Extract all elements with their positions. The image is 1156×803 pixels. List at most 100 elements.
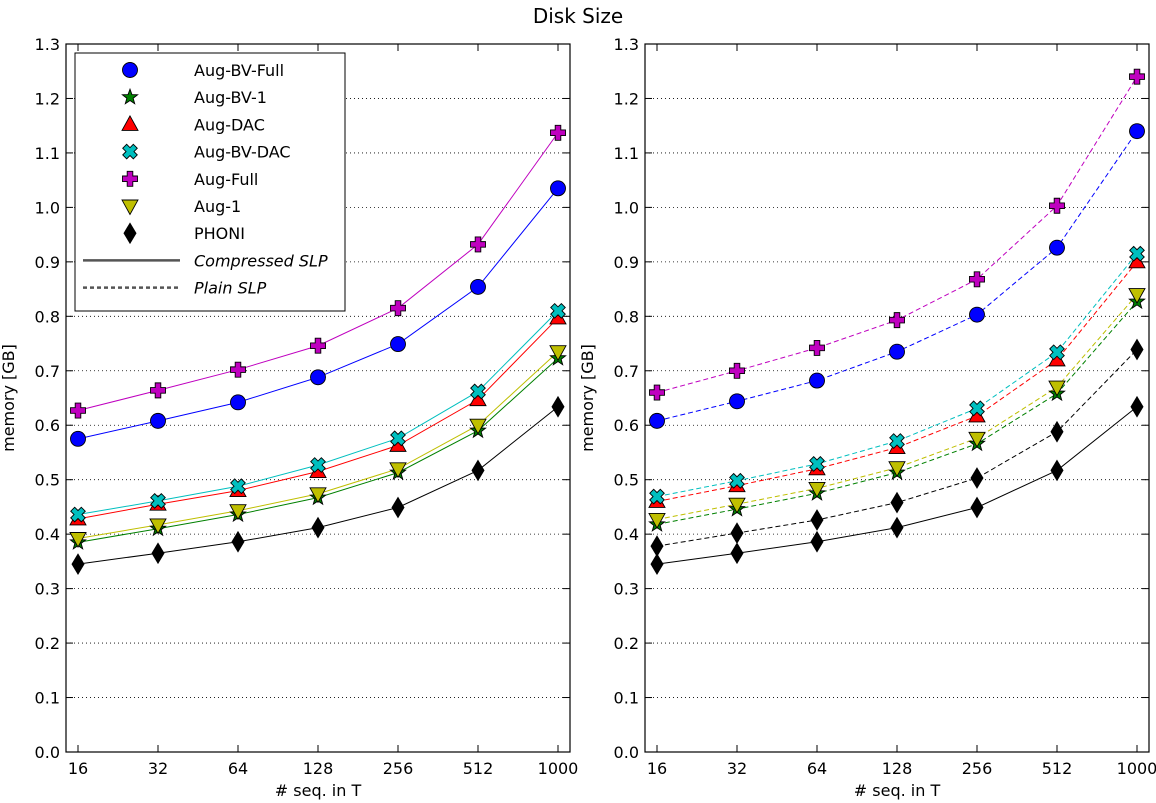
data-point-aug-bv-dac [969,400,985,417]
y-tick-label: 1.2 [35,89,60,108]
data-point-aug-bv-dac [310,457,326,473]
y-tick-label: 0.8 [35,307,60,326]
data-point-aug-bv-dac [150,493,166,509]
x-axis-label: # seq. in T [275,781,362,800]
data-point-aug-bv-full [230,394,246,411]
data-point-phoni [391,496,405,519]
y-tick-label: 0.3 [35,580,60,599]
legend-marker-aug-bv-dac [122,143,138,160]
y-tick-label: 0.4 [35,525,60,544]
y-tick-label: 1.3 [614,35,639,54]
chart-panel-2: 0.0 0.1 0.2 0.3 0.4 0.5 0.6 0.7 0.8 0.9 1.0 1.1 1.2 1… [578,35,1156,800]
chart-panel-1: 0.0 0.1 0.2 0.3 0.4 0.5 0.6 0.7 0.8 0.9 1.0 1.1 1.2 1… [0,35,578,800]
data-point-aug-full [1049,197,1065,214]
y-tick-label: 0.2 [35,634,60,653]
data-point-aug-full [889,312,905,329]
x-tick-label: 16 [647,759,667,778]
data-point-aug-full [390,300,406,317]
data-point-aug-full [310,337,326,354]
data-point-phoni [810,509,824,531]
legend-marker-phoni [123,222,137,245]
data-point-phoni [1050,420,1064,443]
y-tick-label: 0.8 [614,307,639,326]
y-tick-label: 0.6 [35,416,60,435]
data-point-phoni [650,553,664,575]
data-point-phoni [551,395,565,418]
x-tick-label: 64 [807,759,827,778]
x-tick-label: 256 [962,759,993,778]
legend-label-aug-full: Aug-Full [194,170,258,189]
legend: Aug-BV-Full Aug-BV-1 Aug-DAC Aug-BV-DAC Aug-… [74,52,346,312]
data-point-aug-full [230,361,246,378]
y-tick-label: 0.7 [35,362,60,381]
x-tick-label: 128 [882,759,913,778]
y-tick-label: 0.7 [614,362,639,381]
y-tick-label: 1.1 [35,144,60,163]
data-point-aug-bv-dac [1129,245,1145,262]
y-axis-label: memory [GB] [0,344,18,452]
data-point-phoni [151,542,165,565]
data-point-aug-bv-dac [649,488,665,505]
series-line-aug-bv-dac [656,253,1138,498]
legend-marker-aug-dac [121,114,139,131]
series-line-aug-1 [656,294,1138,520]
data-point-aug-bv-full [889,343,905,360]
series-line-aug-bv-full [656,130,1138,422]
data-point-aug-full [70,402,86,419]
data-point-aug-full [969,271,985,288]
data-point-phoni [1050,459,1064,482]
x-tick-label: 128 [303,759,334,778]
data-point-aug-bv-full [550,180,566,197]
x-tick-label: 512 [1042,759,1073,778]
legend-marker-aug-bv-1 [121,87,139,105]
data-point-aug-1 [1048,380,1066,397]
x-tick-label: 1000 [538,759,579,778]
data-point-phoni [471,459,485,482]
y-tick-label: 0.5 [614,471,639,490]
data-point-aug-bv-dac [729,472,745,489]
data-point-aug-1 [968,431,986,448]
data-point-phoni [970,467,984,489]
legend-marker-aug-1 [121,199,139,216]
data-point-aug-bv-full [310,369,326,386]
series-line-aug-bv-1 [77,357,559,543]
data-point-phoni [71,553,85,575]
data-point-aug-1 [469,418,487,435]
data-point-phoni [890,516,904,539]
data-point-aug-bv-dac [889,433,905,449]
legend-marker-aug-full [122,170,138,187]
data-point-aug-bv-full [969,306,985,323]
data-point-aug-full [150,382,166,399]
series-line-phoni [77,406,559,565]
data-point-aug-bv-full [70,430,86,447]
data-point-phoni [650,535,664,558]
x-axis-label: # seq. in T [854,781,941,800]
legend-box [74,52,346,312]
legend-marker-aug-bv-full [122,62,138,78]
data-point-aug-bv-dac [470,383,486,400]
plot-frame [644,43,1150,753]
data-point-aug-bv-full [390,336,406,353]
data-point-aug-bv-full [470,278,486,295]
data-point-aug-1 [728,497,746,514]
data-point-aug-1 [149,518,167,535]
data-point-aug-1 [309,487,327,504]
series-line-phoni [656,406,1138,565]
data-point-aug-full [649,384,665,401]
legend-label-aug-dac: Aug-DAC [194,115,265,134]
data-point-aug-bv-dac [390,430,406,447]
y-tick-label: 0.9 [35,253,60,272]
legend-label-aug-bv-1: Aug-BV-1 [194,88,267,107]
data-point-aug-1 [648,512,666,529]
data-point-aug-1 [69,532,87,548]
y-tick-label: 0.1 [35,689,60,708]
data-point-aug-full [470,236,486,253]
data-point-aug-bv-full [1129,123,1145,140]
data-point-phoni [1130,338,1144,361]
data-point-aug-1 [1128,288,1146,304]
y-tick-label: 0.0 [614,743,639,762]
data-point-phoni [890,491,904,514]
x-tick-label: 64 [228,759,248,778]
data-point-aug-bv-full [649,412,665,429]
